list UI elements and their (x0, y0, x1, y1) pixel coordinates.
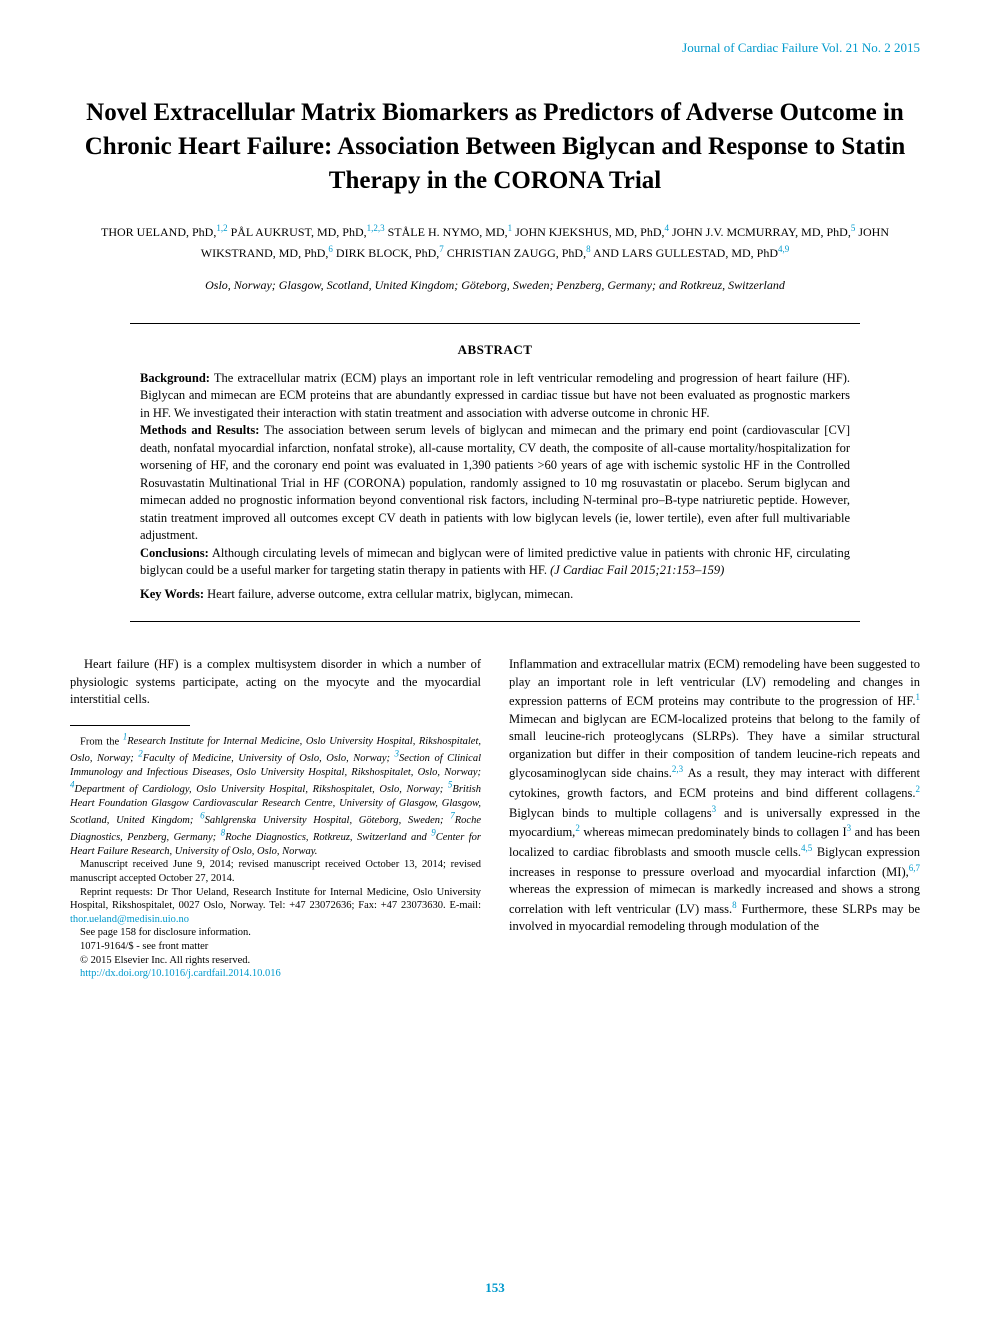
footnote-separator (70, 725, 190, 726)
doi-link[interactable]: http://dx.doi.org/10.1016/j.cardfail.201… (80, 968, 281, 979)
body-paragraph: Inflammation and extracellular matrix (E… (509, 656, 920, 936)
abstract-conclusions-text: Although circulating levels of mimecan a… (140, 546, 850, 578)
footnote-copyright: © 2015 Elsevier Inc. All rights reserved… (70, 954, 481, 968)
abstract-heading: ABSTRACT (140, 342, 850, 358)
page-number: 153 (0, 1280, 990, 1296)
abstract-background-label: Background: (140, 371, 210, 385)
abstract-conclusions-label: Conclusions: (140, 546, 209, 560)
journal-header: Journal of Cardiac Failure Vol. 21 No. 2… (70, 40, 920, 56)
footnote-affiliations: From the 1Research Institute for Interna… (70, 732, 481, 859)
authors-line: THOR UELAND, PhD,1,2 PÅL AUKRUST, MD, Ph… (70, 221, 920, 263)
footnote-reprint: Reprint requests: Dr Thor Ueland, Resear… (70, 886, 481, 927)
author-locations: Oslo, Norway; Glasgow, Scotland, United … (70, 278, 920, 293)
abstract-block: ABSTRACT Background: The extracellular m… (130, 323, 860, 623)
footnote-doi[interactable]: http://dx.doi.org/10.1016/j.cardfail.201… (70, 967, 481, 981)
right-column: Inflammation and extracellular matrix (E… (509, 656, 920, 981)
abstract-citation: (J Cardiac Fail 2015;21:153–159) (550, 563, 724, 577)
footnote-issn: 1071-9164/$ - see front matter (70, 940, 481, 954)
footnotes-block: From the 1Research Institute for Interna… (70, 732, 481, 981)
abstract-body: Background: The extracellular matrix (EC… (140, 370, 850, 604)
abstract-methods-label: Methods and Results: (140, 423, 259, 437)
footnote-see-page: See page 158 for disclosure information. (70, 926, 481, 940)
abstract-background-text: The extracellular matrix (ECM) plays an … (140, 371, 850, 420)
body-paragraph: Heart failure (HF) is a complex multisys… (70, 656, 481, 709)
left-column: Heart failure (HF) is a complex multisys… (70, 656, 481, 981)
body-columns: Heart failure (HF) is a complex multisys… (70, 656, 920, 981)
abstract-methods-text: The association between serum levels of … (140, 423, 850, 542)
abstract-keywords-label: Key Words: (140, 587, 204, 601)
article-title: Novel Extracellular Matrix Biomarkers as… (70, 96, 920, 197)
abstract-keywords-text: Heart failure, adverse outcome, extra ce… (204, 587, 573, 601)
footnote-manuscript-dates: Manuscript received June 9, 2014; revise… (70, 858, 481, 885)
